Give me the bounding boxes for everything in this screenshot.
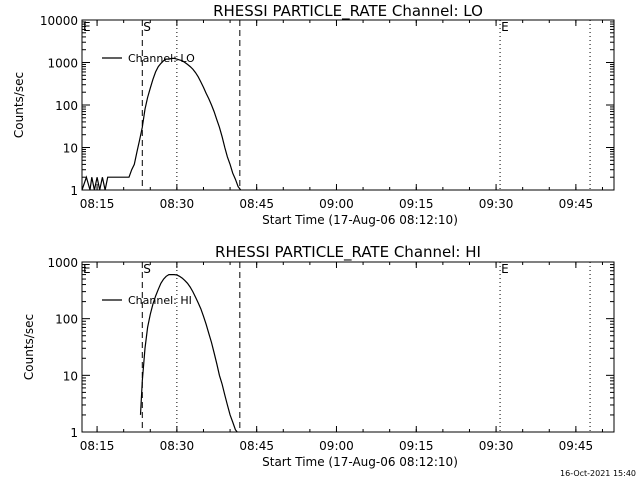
x-tick-label: 09:45 <box>559 439 594 453</box>
x-tick-label: 08:45 <box>239 197 274 211</box>
y-tick-label: 1000 <box>47 57 78 71</box>
plot-frame <box>81 261 615 433</box>
x-tick-label: 08:15 <box>80 439 115 453</box>
time-marker-label: E <box>83 262 91 276</box>
x-tick-label: 09:00 <box>319 439 354 453</box>
x-axis-label: Start Time (17-Aug-06 08:12:10) <box>262 213 458 227</box>
y-tick-label: 1000 <box>47 256 78 270</box>
legend-label: Channel: HI <box>128 294 192 307</box>
y-tick-label: 10000 <box>40 14 78 28</box>
chart-title: RHESSI PARTICLE_RATE Channel: HI <box>215 243 481 262</box>
chart-title: RHESSI PARTICLE_RATE Channel: LO <box>213 2 483 21</box>
x-tick-label: 08:30 <box>160 197 195 211</box>
plot-frame <box>81 19 615 191</box>
x-tick-label: 09:15 <box>399 439 434 453</box>
x-tick-label: 08:30 <box>160 439 195 453</box>
legend-label: Channel: LO <box>128 52 195 65</box>
y-tick-label: 10 <box>63 142 78 156</box>
footer-timestamp: 16-Oct-2021 15:40 <box>560 469 636 478</box>
time-marker-label: E <box>501 262 509 276</box>
y-axis-label: Counts/sec <box>22 314 36 380</box>
time-marker-label: S <box>143 20 151 34</box>
y-tick-label: 10 <box>63 369 78 383</box>
x-tick-label: 08:15 <box>80 197 115 211</box>
x-tick-label: 09:30 <box>479 439 514 453</box>
y-tick-label: 100 <box>55 313 78 327</box>
x-tick-label: 09:45 <box>559 197 594 211</box>
y-axis-label: Counts/sec <box>12 72 26 138</box>
time-marker-label: E <box>501 20 509 34</box>
x-tick-label: 08:45 <box>239 439 274 453</box>
y-tick-label: 1 <box>70 426 78 440</box>
x-axis-label: Start Time (17-Aug-06 08:12:10) <box>262 455 458 469</box>
time-marker-label: E <box>83 20 91 34</box>
time-marker-label: S <box>143 262 151 276</box>
y-tick-label: 100 <box>55 99 78 113</box>
x-tick-label: 09:15 <box>399 197 434 211</box>
x-tick-label: 09:00 <box>319 197 354 211</box>
series-line <box>139 274 238 433</box>
x-tick-label: 09:30 <box>479 197 514 211</box>
y-tick-label: 1 <box>70 184 78 198</box>
series-line <box>81 57 242 191</box>
